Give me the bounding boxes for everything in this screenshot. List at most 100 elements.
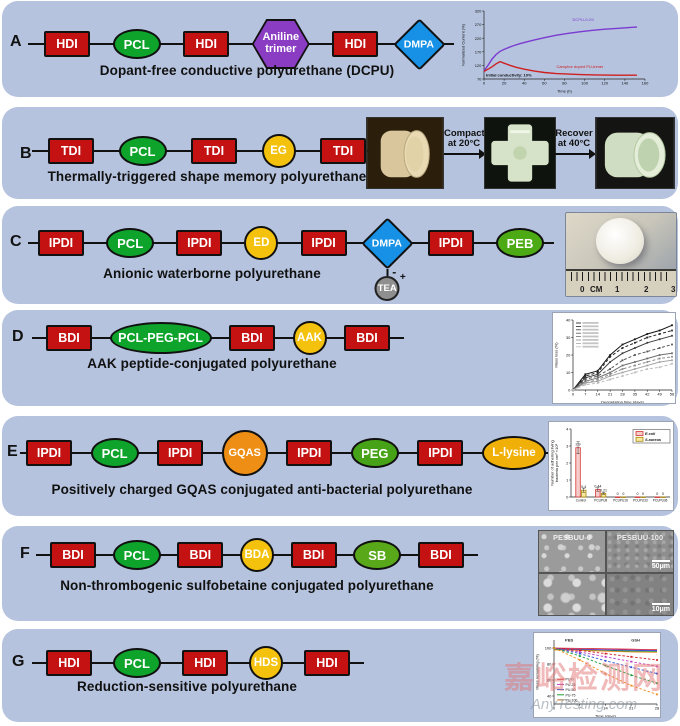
svg-text:PU-25: PU-25 xyxy=(566,683,576,687)
svg-text:PCUPU33: PCUPU33 xyxy=(633,499,648,503)
panel-caption: Positively charged GQAS conjugated anti-… xyxy=(51,482,473,497)
svg-text:Camphor doped PU-trimer: Camphor doped PU-trimer xyxy=(556,64,604,69)
block-pcl: PCL xyxy=(112,540,161,570)
svg-text:7: 7 xyxy=(584,392,587,397)
block-ipdi: IPDI xyxy=(26,440,72,466)
block-ipdi: IPDI xyxy=(157,440,204,466)
svg-text:DCPU-0.2/1: DCPU-0.2/1 xyxy=(573,17,595,22)
arrow-recover: Recover at 40°C xyxy=(554,128,596,159)
block-bdi: BDI xyxy=(229,325,275,351)
panel-letter: A xyxy=(10,33,22,50)
svg-text:100: 100 xyxy=(545,646,552,651)
svg-text:Control: Control xyxy=(576,499,587,503)
panel-caption: AAK peptide-conjugated polyurethane xyxy=(87,356,337,371)
sem-cell-pesbuu-0: PESBUU-0 xyxy=(539,531,605,572)
svg-text:0: 0 xyxy=(617,492,619,496)
block-hdi: HDI xyxy=(304,650,350,676)
polymer-chain-antibacterial: IPDI PCL IPDI GQAS IPDI PEG IPDI L-lysine xyxy=(20,425,552,481)
block-bdi: BDI xyxy=(50,542,96,568)
panel-letter: D xyxy=(12,328,24,345)
block-bda: BDA xyxy=(239,538,274,572)
polymer-chain-dcpu: HDI PCL HDI Aniline trimer HDI DMPA xyxy=(28,16,454,72)
panel-caption: Anionic waterborne polyurethane xyxy=(103,266,321,281)
block-ipdi: IPDI xyxy=(286,440,333,466)
panel-caption: Thermally-triggered shape memory polyure… xyxy=(47,169,367,184)
svg-text:2.9: 2.9 xyxy=(576,443,581,447)
right-arrow-icon xyxy=(444,148,486,159)
photo-cylinder-original xyxy=(366,117,444,189)
svg-text:320: 320 xyxy=(475,9,482,14)
svg-text:170: 170 xyxy=(475,49,482,54)
ruler-number: 0 xyxy=(580,285,585,294)
svg-text:Initial conductivity: 10%: Initial conductivity: 10% xyxy=(486,72,532,77)
svg-text:Degradation time (days): Degradation time (days) xyxy=(601,400,644,405)
svg-text:28: 28 xyxy=(620,392,625,397)
svg-text:10: 10 xyxy=(566,370,571,375)
svg-text:Mass loss (%): Mass loss (%) xyxy=(554,342,559,368)
svg-text:PCUPU8: PCUPU8 xyxy=(594,499,607,503)
polymer-chain-reduction: HDI PCL HDI HDS HDI xyxy=(32,635,364,691)
svg-text:PCUPU16: PCUPU16 xyxy=(613,499,628,503)
svg-text:PCUPU36: PCUPU36 xyxy=(653,499,668,503)
scale-bar: 10μm xyxy=(651,603,670,613)
svg-text:20: 20 xyxy=(502,81,507,86)
svg-text:0.21: 0.21 xyxy=(600,488,607,492)
block-bdi: BDI xyxy=(177,542,224,568)
svg-text:70: 70 xyxy=(477,77,482,82)
inset-chart-conductivity: 70 120 170 220 270 320 Normalized Current (%) 0… xyxy=(461,9,650,94)
panel-letter: C xyxy=(10,233,22,250)
block-eg: EG xyxy=(261,134,296,168)
block-tdi: TDI xyxy=(320,138,366,164)
ruler-ticks xyxy=(571,272,672,281)
svg-text:60: 60 xyxy=(547,678,552,683)
svg-text:0: 0 xyxy=(568,388,571,393)
svg-text:S.aureus: S.aureus xyxy=(645,438,661,442)
panel-letter: G xyxy=(12,653,25,670)
panel-antibacterial: E IPDI PCL IPDI GQAS IPDI PEG IPDI L-lysine Pos… xyxy=(2,416,678,516)
block-aak: AAK xyxy=(292,321,327,355)
panel-aak-peptide: D BDI PCL-PEG-PCL BDI AAK BDI AAK peptide-co… xyxy=(2,310,678,406)
svg-text:0: 0 xyxy=(572,392,575,397)
block-peb: PEB xyxy=(495,228,544,258)
svg-text:0: 0 xyxy=(553,706,556,711)
svg-text:120: 120 xyxy=(475,63,482,68)
svg-text:49: 49 xyxy=(657,392,662,397)
panel-caption: Dopant-free conductive polyurethane (DCP… xyxy=(99,63,395,78)
svg-text:80: 80 xyxy=(547,662,552,667)
svg-text:42: 42 xyxy=(645,392,650,397)
sem-label: PESBUU-0 xyxy=(553,533,591,542)
foam-ball xyxy=(596,218,644,264)
svg-text:35: 35 xyxy=(633,392,638,397)
block-hdi: HDI xyxy=(182,650,228,676)
svg-text:GSH: GSH xyxy=(631,638,640,643)
sem-cell-zoom-right: 10μm xyxy=(607,574,673,615)
sem-cell-pesbuu-100: PESBUU-100 50μm xyxy=(607,531,673,572)
panel-waterborne: C IPDI PCL IPDI ED IPDI DMPA - TEA + IPDI PEB Anio… xyxy=(2,206,678,304)
panel-caption: Reduction-sensitive polyurethane xyxy=(77,679,297,694)
panel-sulfobetaine: F BDI PCL BDI BDA BDI SB BDI Non-thrombogenic … xyxy=(2,526,678,621)
arrow-recover-line2: at 40°C xyxy=(557,138,591,150)
sem-cell-zoom-left xyxy=(539,574,605,615)
arrow-recover-line1: Recover xyxy=(555,128,593,139)
block-bdi: BDI xyxy=(417,542,464,568)
block-ipdi: IPDI xyxy=(38,230,84,256)
polymer-chain-shape-memory: TDI PCL TDI EG TDI xyxy=(32,123,382,179)
panel-letter: E xyxy=(7,443,18,460)
inset-chart-reduction: 40 60 80 100 Mass remaining (%) 0 7 14 21 28 Time … xyxy=(533,632,661,718)
scale-bar: 50μm xyxy=(651,560,670,570)
svg-text:1: 1 xyxy=(566,478,569,483)
block-aniline-trimer: Aniline trimer xyxy=(251,19,310,69)
svg-text:80: 80 xyxy=(562,81,567,86)
svg-text:0.44: 0.44 xyxy=(594,485,601,489)
svg-text:PBS: PBS xyxy=(565,638,574,643)
panel-letter: B xyxy=(20,145,32,162)
block-hdi: HDI xyxy=(44,31,90,57)
svg-text:60: 60 xyxy=(542,81,547,86)
sem-image-grid: PESBUU-0 PESBUU-100 50μm 10μm xyxy=(538,530,674,616)
photo-foam-ball: 0 CM 1 2 3 xyxy=(565,212,677,297)
svg-text:21: 21 xyxy=(608,392,613,397)
svg-text:7: 7 xyxy=(579,706,582,711)
svg-text:2: 2 xyxy=(566,461,569,466)
block-bdi: BDI xyxy=(46,325,92,351)
svg-text:270: 270 xyxy=(475,22,482,27)
